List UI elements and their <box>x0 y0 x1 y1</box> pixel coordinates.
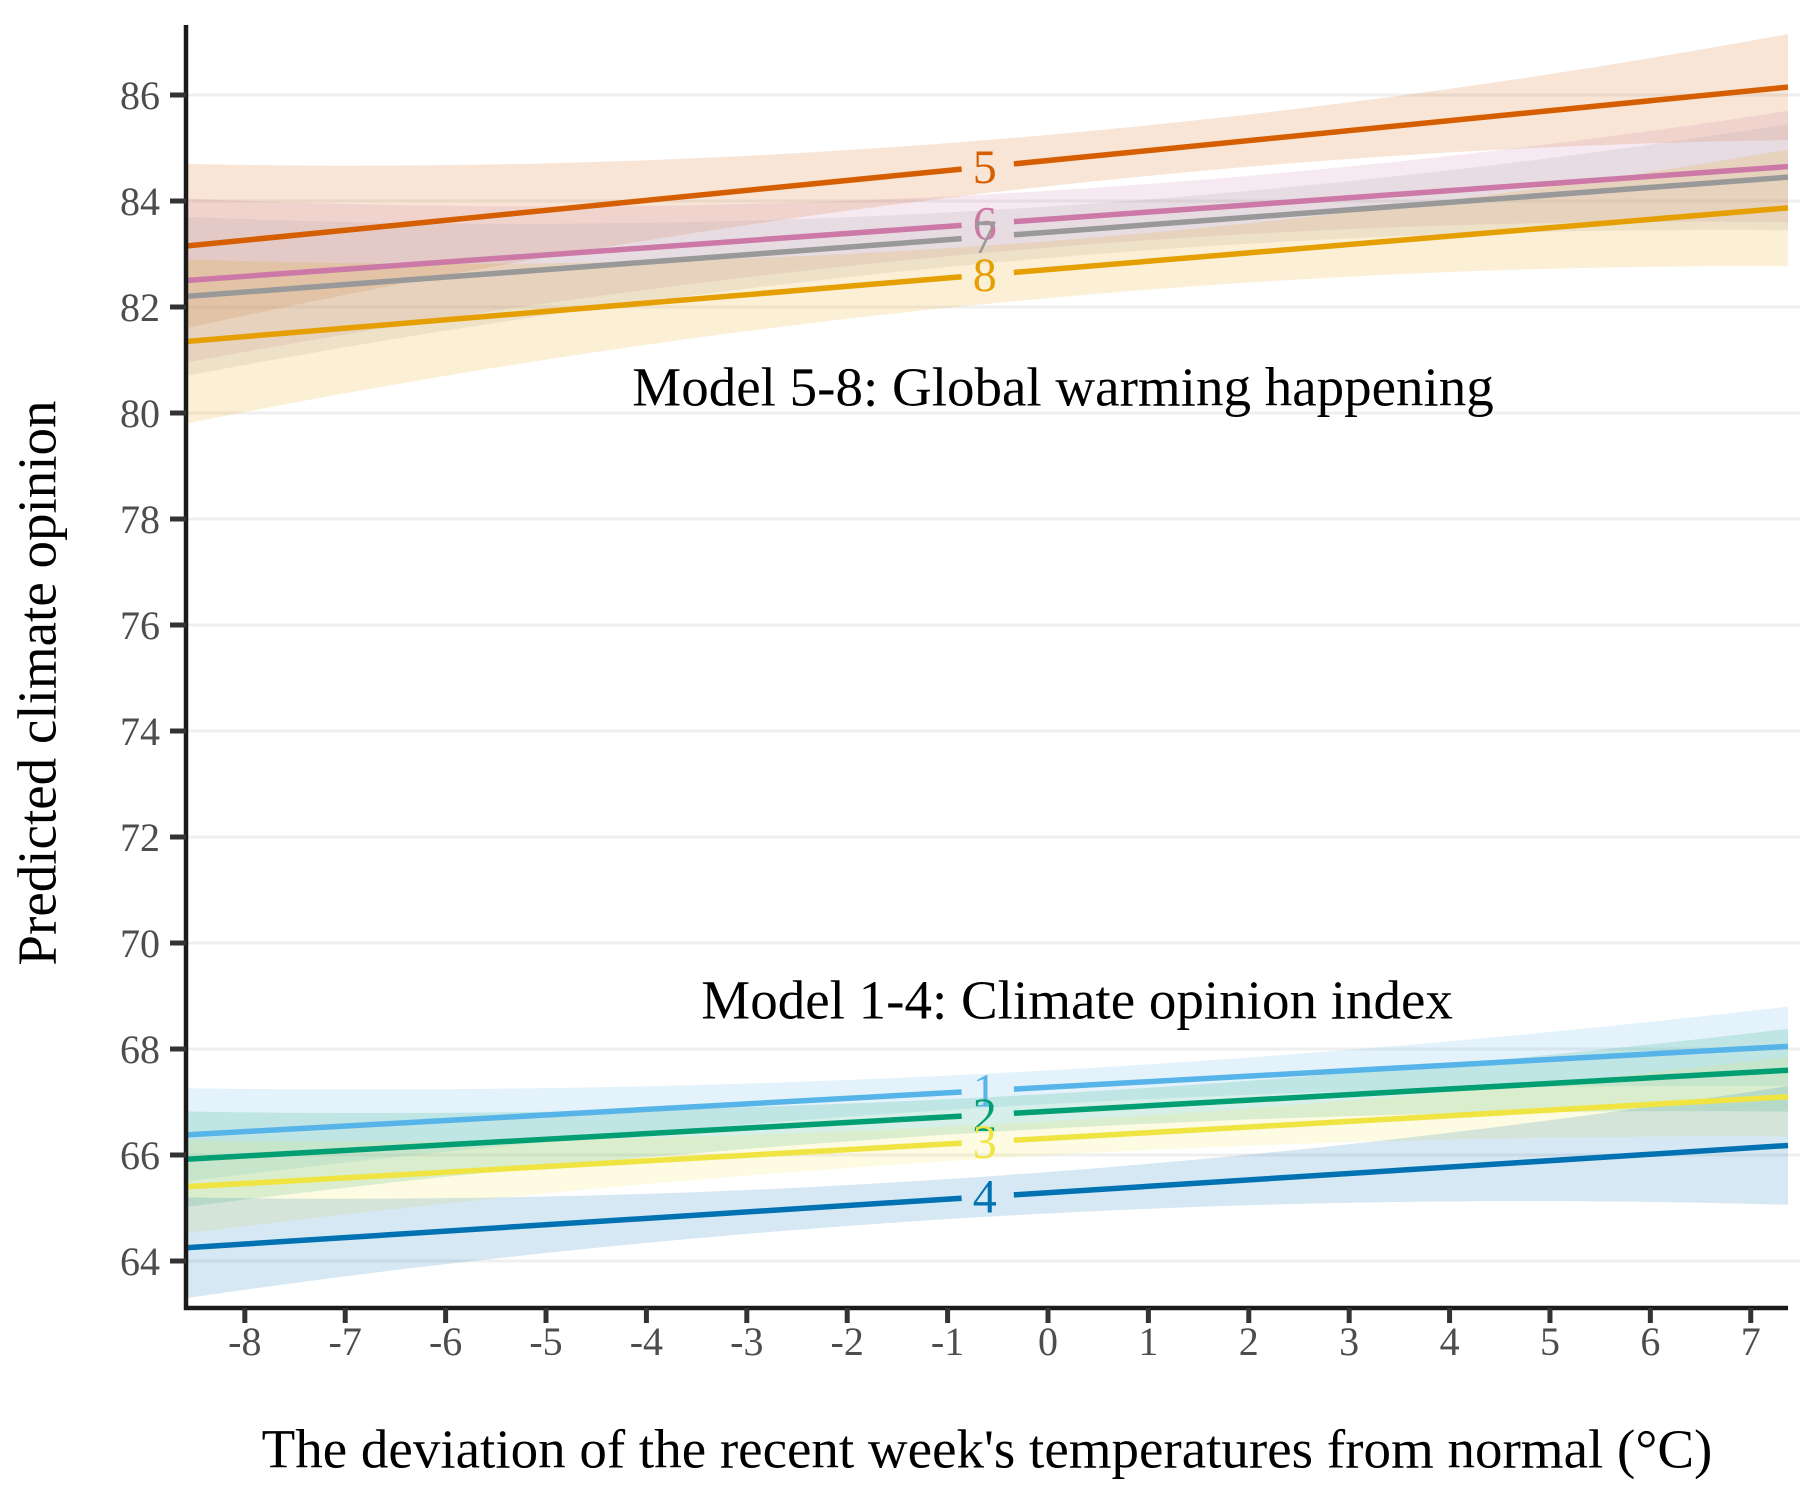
x-tick-label--1: -1 <box>931 1319 964 1364</box>
y-tick-label-80: 80 <box>120 391 160 436</box>
line-3-left <box>186 1140 962 1190</box>
line-6-left <box>186 222 962 284</box>
x-tick-label--8: -8 <box>228 1319 261 1364</box>
y-tick-label-68: 68 <box>120 1027 160 1072</box>
y-tick-label-78: 78 <box>120 497 160 542</box>
annotation-model-1-4: Model 1-4: Climate opinion index <box>701 969 1453 1031</box>
x-tick-label--2: -2 <box>831 1319 864 1364</box>
y-tick-label-64: 64 <box>120 1239 160 1284</box>
line-label-6: 6 <box>973 198 997 251</box>
line-3-right <box>1013 1093 1789 1143</box>
annotation-model-5-8: Model 5-8: Global warming happening <box>632 356 1494 418</box>
x-axis-title: The deviation of the recent week's tempe… <box>261 1418 1713 1480</box>
line-6-right <box>1013 163 1789 225</box>
line-7-left <box>186 235 962 300</box>
y-tick-label-84: 84 <box>120 179 160 224</box>
y-tick-label-74: 74 <box>120 709 160 754</box>
x-tick-label--7: -7 <box>329 1319 362 1364</box>
ci-band-3 <box>186 1056 1788 1234</box>
x-tick-label-6: 6 <box>1640 1319 1660 1364</box>
y-tick-label-76: 76 <box>120 603 160 648</box>
x-tick-label-5: 5 <box>1540 1319 1560 1364</box>
y-tick-label-72: 72 <box>120 815 160 860</box>
x-tick-label--3: -3 <box>730 1319 763 1364</box>
line-4-left <box>186 1195 962 1251</box>
ci-band-6 <box>186 110 1788 363</box>
line-label-7: 7 <box>973 211 997 264</box>
line-label-1: 1 <box>973 1065 997 1118</box>
x-tick-label-3: 3 <box>1339 1319 1359 1364</box>
ci-band-4 <box>186 1086 1788 1299</box>
y-tick-label-66: 66 <box>120 1133 160 1178</box>
line-5-left <box>186 166 962 249</box>
y-tick-label-86: 86 <box>120 73 160 118</box>
model-lines <box>186 84 1789 1251</box>
x-tick-label-1: 1 <box>1138 1319 1158 1364</box>
line-8-left <box>186 274 962 345</box>
x-tick-label-2: 2 <box>1239 1319 1259 1364</box>
line-8-right <box>1013 205 1789 276</box>
line-5-right <box>1013 84 1789 167</box>
ci-band-8 <box>186 149 1788 424</box>
line-7-right <box>1013 174 1789 238</box>
x-tick-label-4: 4 <box>1440 1319 1460 1364</box>
x-tick-label--4: -4 <box>630 1319 663 1364</box>
x-tick-label-0: 0 <box>1038 1319 1058 1364</box>
line-2-left <box>186 1113 962 1162</box>
grid-lines <box>186 93 1800 1263</box>
x-tick-label--6: -6 <box>429 1319 462 1364</box>
line-4-right <box>1013 1142 1789 1198</box>
line-2-right <box>1013 1067 1789 1116</box>
x-tick-label--5: -5 <box>529 1319 562 1364</box>
y-tick-label-70: 70 <box>120 921 160 966</box>
ci-band-5 <box>186 34 1788 329</box>
line-label-8: 8 <box>973 249 997 302</box>
line-label-5: 5 <box>973 141 997 194</box>
line-label-4: 4 <box>973 1171 997 1224</box>
x-tick-label-7: 7 <box>1741 1319 1761 1364</box>
ci-band-7 <box>186 124 1788 376</box>
line-label-2: 2 <box>973 1089 997 1142</box>
line-1-left <box>186 1089 962 1138</box>
y-tick-label-82: 82 <box>120 285 160 330</box>
axes <box>183 25 1788 1311</box>
y-axis-title: Predicted climate opinion <box>6 400 68 966</box>
line-1-right <box>1013 1043 1789 1092</box>
line-label-3: 3 <box>973 1116 997 1169</box>
